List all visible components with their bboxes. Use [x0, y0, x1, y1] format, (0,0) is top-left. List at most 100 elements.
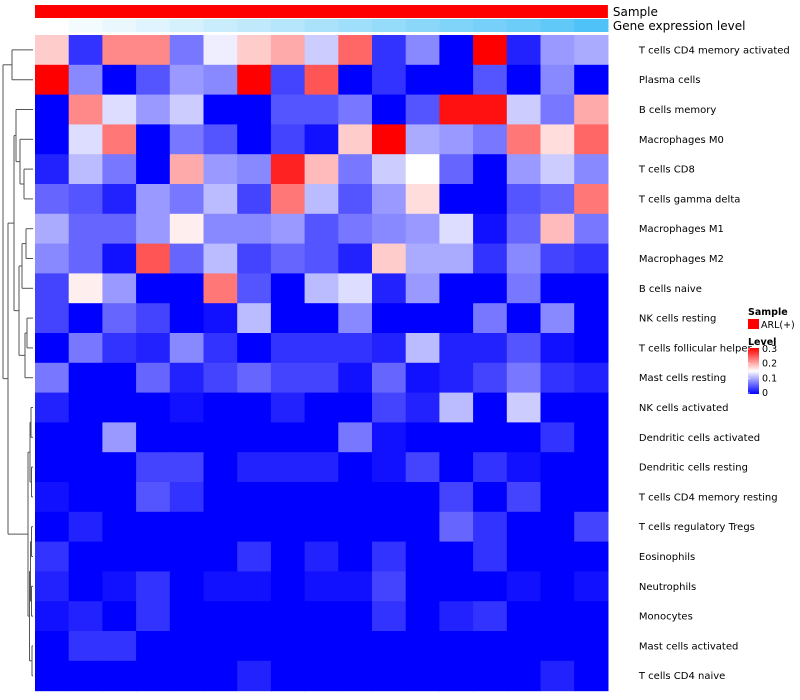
- heatmap-cell: [304, 422, 339, 453]
- heatmap-cell: [169, 362, 205, 394]
- row-label: T cells CD4 memory activated: [638, 45, 790, 56]
- heatmap-cell: [270, 482, 306, 513]
- heatmap-cell: [237, 184, 272, 215]
- heatmap-cell: [473, 303, 508, 334]
- heatmap-cell: [405, 660, 440, 692]
- row-label: T cells CD8: [638, 165, 695, 176]
- row-label: Mast cells resting: [639, 373, 726, 384]
- heatmap-cell: [35, 452, 70, 483]
- heatmap-cell: [270, 541, 306, 572]
- heatmap-cell: [102, 631, 137, 662]
- heatmap-cell: [506, 213, 542, 245]
- heatmap-cell: [68, 303, 103, 334]
- expression-level-cell: [169, 19, 205, 32]
- heatmap-cell: [270, 35, 306, 66]
- heatmap-cell: [35, 601, 70, 632]
- heatmap-cell: [506, 94, 542, 125]
- heatmap-cell: [304, 660, 339, 692]
- heatmap-cell: [372, 154, 407, 185]
- heatmap-cell: [68, 422, 103, 453]
- colorbar-tick-label: 0.3: [762, 344, 777, 355]
- row-label: Neutrophils: [639, 582, 696, 593]
- heatmap-cell: [540, 422, 575, 453]
- heatmap-cell: [473, 660, 508, 692]
- heatmap-cell: [506, 333, 542, 364]
- heatmap-cell: [203, 631, 238, 662]
- heatmap-cell: [338, 213, 373, 245]
- heatmap-cell: [473, 571, 508, 602]
- heatmap-cell: [405, 303, 440, 334]
- heatmap-cell: [203, 362, 238, 394]
- heatmap-cell: [473, 243, 508, 274]
- heatmap-cell: [540, 124, 575, 155]
- row-label: T cells CD4 memory resting: [638, 492, 778, 503]
- heatmap-cell: [136, 362, 171, 394]
- colorbar-tick-label: 0: [762, 388, 768, 399]
- row-label: Plasma cells: [639, 75, 701, 86]
- heatmap-cell: [372, 541, 407, 572]
- heatmap-cell: [506, 571, 542, 602]
- heatmap-cell: [506, 541, 542, 572]
- heatmap-cell: [574, 213, 609, 245]
- expression-level-cell: [203, 19, 238, 32]
- heatmap-cell: [237, 362, 272, 394]
- heatmap-cell: [405, 601, 440, 632]
- heatmap-cell: [473, 511, 508, 543]
- heatmap-cell: [136, 333, 171, 364]
- heatmap-cell: [473, 601, 508, 632]
- heatmap-cell: [574, 184, 609, 215]
- heatmap-cell: [169, 213, 205, 245]
- heatmap-cell: [338, 392, 373, 423]
- heatmap-cell: [506, 631, 542, 662]
- heatmap-cell: [35, 94, 70, 125]
- heatmap-cell: [35, 571, 70, 602]
- heatmap-cell: [136, 631, 171, 662]
- heatmap-cell: [203, 94, 238, 125]
- row-label: B cells memory: [639, 105, 716, 116]
- heatmap-cell: [304, 601, 339, 632]
- heatmap-cell: [304, 482, 339, 513]
- heatmap-cell: [270, 511, 306, 543]
- heatmap-cell: [473, 362, 508, 394]
- heatmap-cell: [68, 124, 103, 155]
- heatmap-cell: [574, 124, 609, 155]
- heatmap-cell: [102, 124, 137, 155]
- heatmap-cell: [270, 660, 306, 692]
- heatmap-cell: [540, 660, 575, 692]
- heatmap-cell: [102, 303, 137, 334]
- heatmap-cell: [473, 333, 508, 364]
- heatmap-cell: [270, 64, 306, 96]
- heatmap-cell: [439, 154, 474, 185]
- heatmap-cell: [102, 482, 137, 513]
- heatmap-cell: [270, 422, 306, 453]
- heatmap-cell: [506, 243, 542, 274]
- heatmap-cell: [136, 571, 171, 602]
- heatmap-cell: [35, 273, 70, 304]
- heatmap-cell: [540, 601, 575, 632]
- heatmap-cell: [372, 422, 407, 453]
- heatmap-cell: [372, 601, 407, 632]
- heatmap-cell: [338, 124, 373, 155]
- heatmap-cell: [405, 392, 440, 423]
- heatmap-cell: [203, 482, 238, 513]
- row-label: NK cells resting: [639, 314, 716, 325]
- heatmap-cell: [405, 631, 440, 662]
- heatmap-cell: [439, 571, 474, 602]
- heatmap-cell: [405, 94, 440, 125]
- heatmap-cell: [574, 35, 609, 66]
- colorbar-tick-label: 0.2: [762, 359, 777, 370]
- expression-level-cell: [338, 19, 373, 32]
- heatmap-cell: [372, 571, 407, 602]
- heatmap-cell: [372, 94, 407, 125]
- heatmap-cell: [270, 452, 306, 483]
- heatmap-cell: [35, 333, 70, 364]
- row-labels: T cells CD4 memory activated Plasma cells…: [638, 45, 790, 682]
- heatmap-cell: [439, 660, 474, 692]
- heatmap-cell: [439, 362, 474, 394]
- heatmap-cell: [35, 35, 70, 66]
- heatmap-cell: [405, 243, 440, 274]
- level-colorbar: [748, 348, 759, 394]
- heatmap-cell: [506, 601, 542, 632]
- heatmap-cell: [372, 124, 407, 155]
- heatmap-cell: [540, 303, 575, 334]
